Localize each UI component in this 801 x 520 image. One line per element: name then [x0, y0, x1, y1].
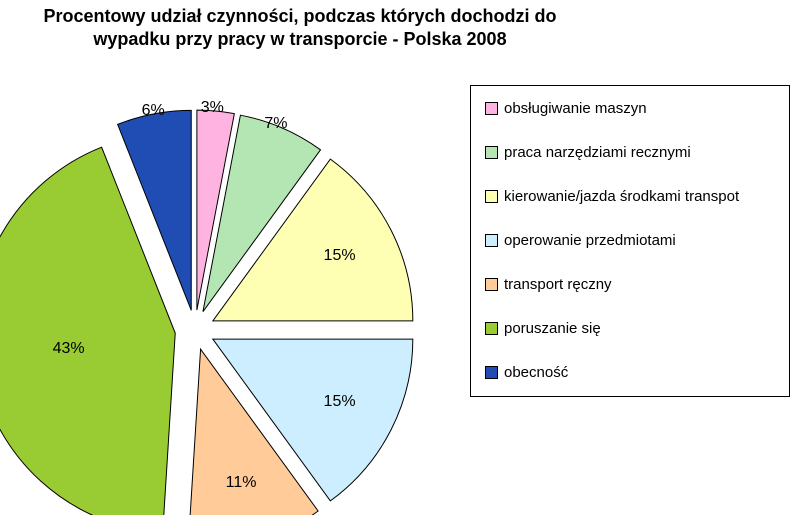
slice-label: 7%: [264, 115, 287, 133]
legend-item: obsługiwanie maszyn: [485, 100, 779, 118]
slice-label: 3%: [201, 99, 224, 117]
legend-label: poruszanie się: [504, 320, 779, 338]
legend-label: operowanie przedmiotami: [504, 232, 779, 250]
legend-swatch: [485, 322, 498, 335]
slice-label: 43%: [53, 340, 85, 358]
chart-title-line1: Procentowy udział czynności, podczas któ…: [43, 6, 556, 26]
legend-item: praca narzędziami recznymi: [485, 144, 779, 162]
legend-swatch: [485, 234, 498, 247]
slice-label: 15%: [324, 247, 356, 265]
legend-item: kierowanie/jazda środkami transpot: [485, 188, 779, 206]
legend-swatch: [485, 366, 498, 379]
legend-item: obecność: [485, 364, 779, 382]
legend-label: obsługiwanie maszyn: [504, 100, 779, 118]
chart-title: Procentowy udział czynności, podczas któ…: [0, 5, 600, 50]
legend: obsługiwanie maszyn praca narzędziami rec…: [470, 85, 790, 397]
legend-item: poruszanie się: [485, 320, 779, 338]
legend-label: kierowanie/jazda środkami transpot: [504, 188, 779, 206]
legend-item: operowanie przedmiotami: [485, 232, 779, 250]
slice-label: 15%: [324, 393, 356, 411]
legend-swatch: [485, 146, 498, 159]
pie-chart: 3% 7% 15% 15% 11% 43% 6%: [0, 45, 470, 515]
legend-item: transport ręczny: [485, 276, 779, 294]
legend-swatch: [485, 102, 498, 115]
slice-label: 11%: [226, 474, 257, 492]
legend-label: obecność: [504, 364, 779, 382]
legend-label: transport ręczny: [504, 276, 779, 294]
legend-label: praca narzędziami recznymi: [504, 144, 779, 162]
legend-swatch: [485, 278, 498, 291]
slice-label: 6%: [142, 102, 165, 120]
legend-swatch: [485, 190, 498, 203]
